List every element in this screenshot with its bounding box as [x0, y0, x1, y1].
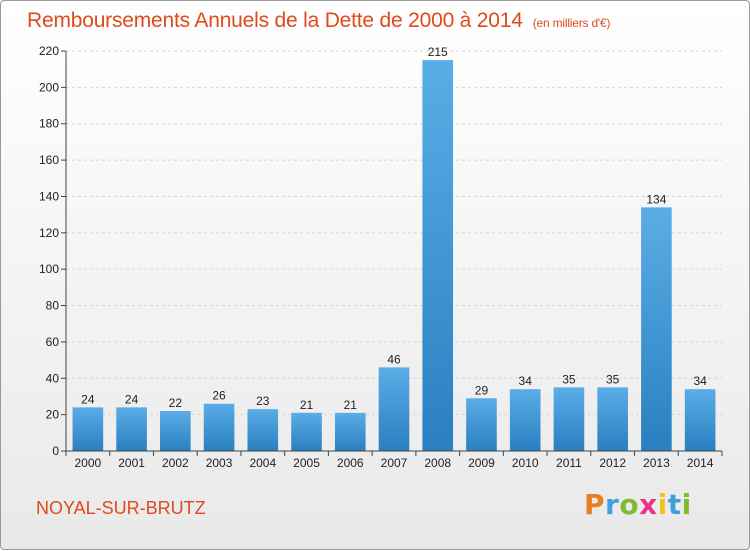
- y-tick-label: 160: [39, 153, 59, 167]
- chart-unit: (en milliers d'€): [532, 16, 611, 30]
- commune-name: NOYAL-SUR-BRUTZ: [36, 498, 206, 518]
- x-tick-label: 2002: [162, 456, 189, 470]
- bar-value-label: 34: [693, 374, 707, 388]
- bar-value-label: 46: [387, 352, 401, 366]
- proxiti-logo: Proxiti: [584, 488, 692, 521]
- bar-value-label: 35: [562, 372, 576, 386]
- bar-value-label: 21: [344, 398, 358, 412]
- y-tick-label: 100: [39, 262, 59, 276]
- bar: [466, 398, 497, 451]
- x-tick-label: 2006: [337, 456, 364, 470]
- bars: [72, 60, 716, 451]
- x-tick-label: 2008: [424, 456, 451, 470]
- bar-value-label: 215: [428, 45, 448, 59]
- bar: [203, 403, 235, 451]
- chart-title: Remboursements Annuels de la Dette de 20…: [27, 9, 610, 33]
- bar-value-label: 22: [169, 396, 183, 410]
- grid-lines: [66, 50, 722, 416]
- bar: [684, 389, 716, 451]
- bar-value-label: 23: [256, 394, 270, 408]
- x-tick-label: 2004: [249, 456, 276, 470]
- bar: [160, 411, 191, 451]
- bar: [116, 407, 147, 451]
- x-tick-label: 2007: [381, 456, 408, 470]
- bar: [378, 367, 410, 451]
- bar: [334, 412, 366, 451]
- y-tick-label: 60: [46, 335, 60, 349]
- bar-value-label: 35: [606, 372, 620, 386]
- bar: [553, 387, 585, 451]
- bar-value-label: 24: [81, 392, 95, 406]
- logo-letter: i: [657, 488, 668, 521]
- y-tick-label: 140: [39, 189, 59, 203]
- chart-title-text: Remboursements Annuels de la Dette de 20…: [27, 9, 523, 32]
- bar-value-label: 29: [475, 383, 489, 397]
- bar: [291, 412, 322, 451]
- x-tick-label: 2011: [556, 456, 582, 470]
- bar: [247, 409, 279, 451]
- logo-letter: t: [667, 488, 682, 521]
- y-tick-label: 220: [39, 44, 59, 58]
- logo-letter: r: [605, 488, 620, 521]
- bar-value-label: 24: [125, 392, 139, 406]
- bar: [641, 207, 672, 451]
- y-tick-label: 120: [39, 226, 59, 240]
- bar: [597, 387, 628, 451]
- logo-letter: o: [619, 488, 640, 521]
- bar-value-label: 134: [646, 192, 666, 206]
- x-tick-label: 2003: [206, 456, 233, 470]
- y-tick-label: 200: [39, 80, 59, 94]
- x-tick-label: 2012: [599, 456, 626, 470]
- labels: 0 20 40 60 80 100 120 140 160 180 200 220 24 2000 24 20…: [39, 44, 714, 470]
- bar: [422, 60, 454, 451]
- bar-value-label: 34: [519, 374, 533, 388]
- logo-letter: x: [639, 488, 658, 521]
- y-tick-label: 20: [46, 408, 60, 422]
- y-tick-label: 180: [39, 117, 59, 131]
- x-tick-label: 2000: [75, 456, 102, 470]
- y-tick-label: 80: [46, 299, 60, 313]
- logo-letter: i: [681, 488, 692, 521]
- axes: [61, 50, 723, 456]
- x-tick-label: 2009: [468, 456, 495, 470]
- x-tick-label: 2010: [512, 456, 539, 470]
- x-tick-label: 2014: [687, 456, 714, 470]
- y-tick-label: 40: [46, 371, 60, 385]
- x-tick-label: 2013: [643, 456, 670, 470]
- logo-letter: P: [584, 488, 606, 521]
- bar: [72, 407, 104, 451]
- bar: [509, 389, 541, 451]
- bar-value-label: 26: [212, 389, 226, 403]
- x-tick-label: 2005: [293, 456, 320, 470]
- bar-value-label: 21: [300, 398, 314, 412]
- x-tick-label: 2001: [118, 456, 145, 470]
- y-tick-label: 0: [52, 444, 59, 458]
